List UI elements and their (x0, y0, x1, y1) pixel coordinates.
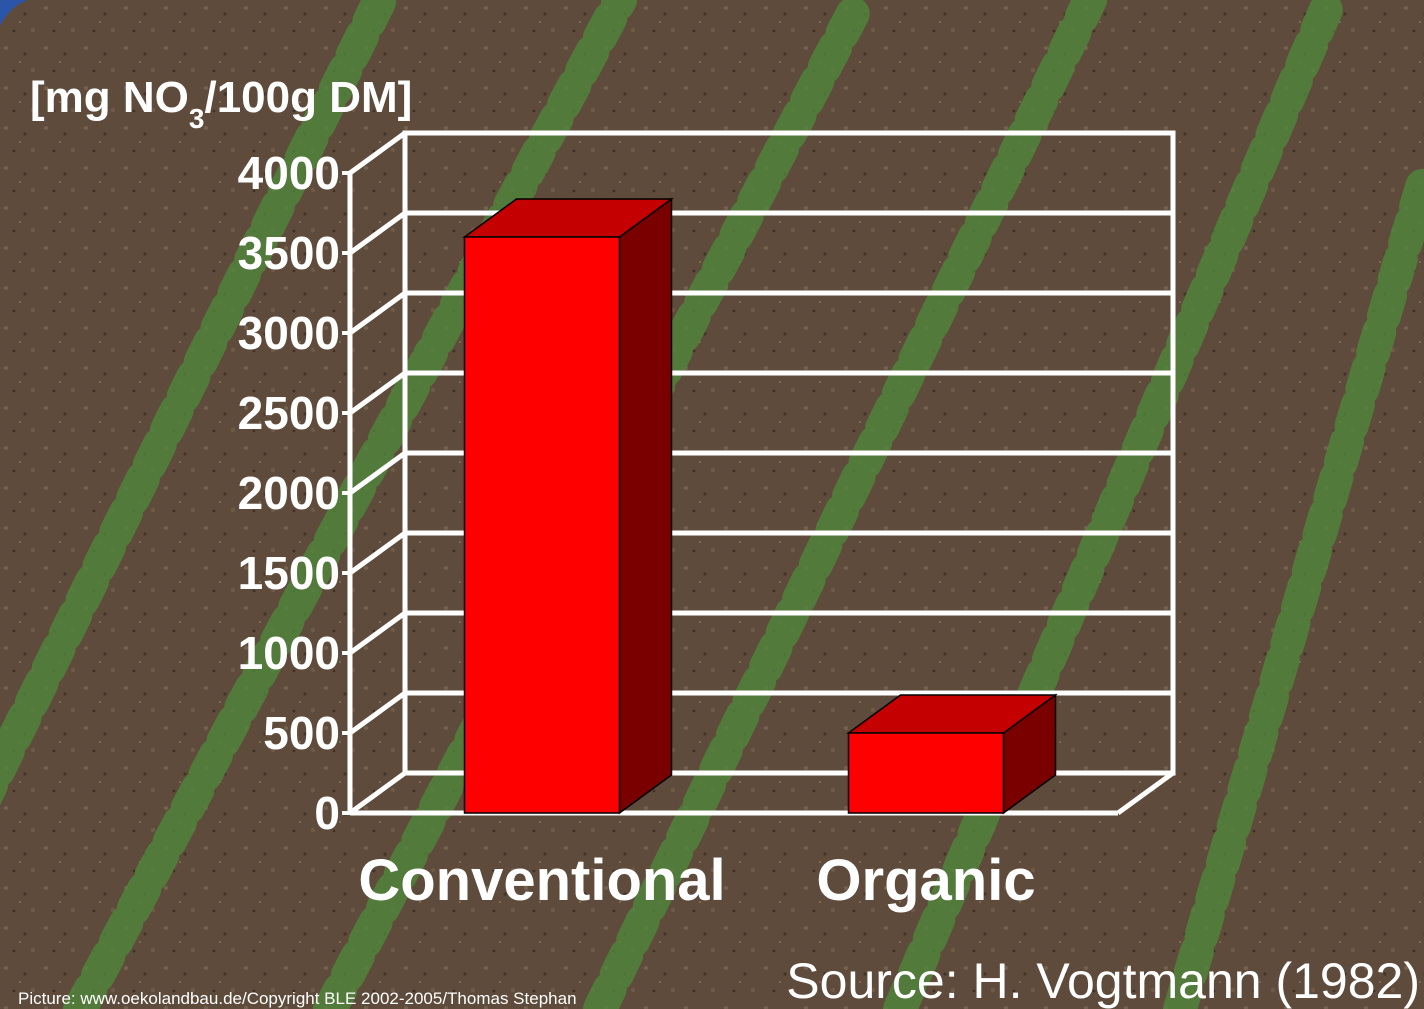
y-tick-label: 3000 (238, 307, 340, 359)
gridline-side (348, 290, 407, 336)
gridline-side (348, 370, 407, 416)
bar-front (463, 236, 621, 814)
plant-row (1163, 163, 1424, 1009)
y-tick-labels: 0 500 1000 1500 2000 2500 3000 3500 4000 (238, 147, 340, 839)
category-label: Conventional (358, 848, 725, 913)
y-tick-label: 0 (314, 787, 340, 839)
plant-row (883, 0, 1347, 1009)
bar-front (847, 732, 1005, 814)
gridline-side (348, 610, 407, 656)
y-tick-label: 3500 (238, 227, 340, 279)
y-tick-label: 2500 (238, 387, 340, 439)
gridline-side (348, 450, 407, 496)
plant-row (583, 0, 1107, 1009)
y-tick-label: 1000 (238, 627, 340, 679)
y-axis-label: [mg NO3/100g DM] (30, 73, 412, 134)
y-tick-label: 1500 (238, 547, 340, 599)
bar-conventional (462, 197, 674, 815)
category-label: Organic (816, 848, 1035, 913)
y-tick-label: 2000 (238, 467, 340, 519)
gridline-side (348, 210, 407, 256)
gridline-side (348, 130, 407, 176)
source-text: Source: H. Vogtmann (1982) (786, 953, 1420, 1009)
bar-organic (846, 693, 1058, 815)
bar-side (618, 197, 673, 815)
floor-right (1116, 770, 1175, 816)
category-labels: Conventional Organic (358, 848, 1035, 913)
gridline-side (348, 530, 407, 576)
bars (462, 197, 1058, 815)
gridline-side (348, 690, 407, 736)
plant-row (0, 0, 397, 806)
y-tick-label: 500 (263, 707, 340, 759)
y-tick-label: 4000 (238, 147, 340, 199)
picture-credit: Picture: www.oekolandbau.de/Copyright BL… (18, 989, 577, 1008)
corner-decoration (0, 0, 28, 26)
gridline-side (348, 770, 407, 816)
